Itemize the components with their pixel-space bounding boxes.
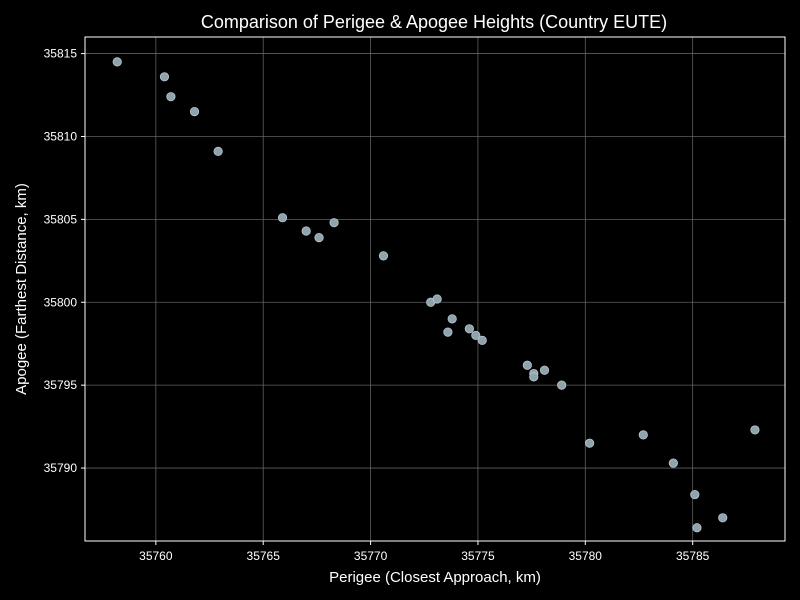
data-point	[557, 380, 567, 390]
data-point	[443, 327, 453, 337]
data-point	[668, 458, 678, 468]
data-point	[477, 335, 487, 345]
x-tick-label: 35770	[354, 549, 388, 563]
chart-title: Comparison of Perigee & Apogee Heights (…	[201, 12, 667, 32]
y-tick-label: 35810	[44, 129, 78, 143]
tick-layer: 35760 35765 35770 35775 35780 35785 35790 35795…	[44, 47, 710, 563]
data-point	[329, 218, 339, 228]
x-tick-label: 35765	[247, 549, 281, 563]
data-point	[638, 430, 648, 440]
data-point	[301, 226, 311, 236]
data-point	[112, 57, 122, 67]
y-axis-label: Apogee (Farthest Distance, km)	[13, 183, 30, 395]
data-point	[378, 251, 389, 261]
data-point	[522, 360, 532, 370]
x-tick-label: 35780	[569, 549, 603, 563]
y-tick-label: 35815	[44, 47, 78, 61]
plot-frame	[84, 36, 786, 542]
data-point	[718, 513, 728, 523]
y-tick-label: 35805	[44, 212, 78, 226]
data-point	[314, 233, 324, 243]
data-point	[750, 425, 760, 435]
data-point	[189, 107, 200, 117]
data-point	[166, 92, 176, 102]
data-point	[471, 330, 481, 341]
x-tick-label: 35760	[139, 549, 173, 563]
data-point	[539, 365, 550, 375]
data-point	[213, 146, 223, 156]
data-point	[159, 72, 170, 82]
y-tick-label: 35800	[44, 295, 78, 309]
data-point	[432, 294, 442, 304]
x-tick-label: 35775	[461, 549, 495, 563]
data-point	[690, 489, 700, 500]
data-point	[692, 523, 702, 533]
data-points	[112, 57, 760, 533]
x-tick-label: 35785	[676, 549, 710, 563]
data-point	[585, 438, 595, 448]
data-point	[529, 372, 539, 382]
data-point	[277, 213, 288, 223]
data-point	[464, 324, 474, 334]
y-tick-label: 35790	[44, 461, 78, 475]
x-axis-label: Perigee (Closest Approach, km)	[329, 569, 541, 586]
y-tick-label: 35795	[44, 378, 78, 392]
data-point	[447, 314, 457, 324]
